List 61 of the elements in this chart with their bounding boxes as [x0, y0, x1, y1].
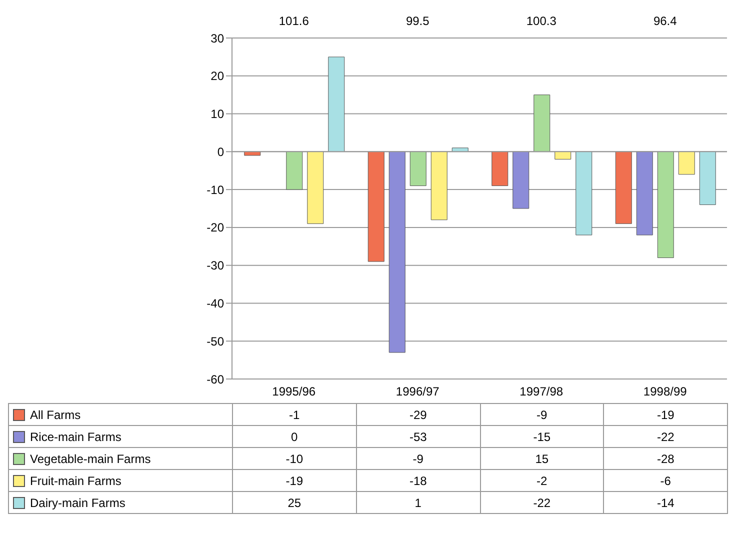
- data-label: -53: [356, 426, 480, 448]
- y-tick-label: 10: [210, 107, 224, 122]
- bar: [410, 151, 426, 186]
- data-label: 15: [480, 448, 604, 470]
- data-label: 1: [356, 492, 480, 514]
- data-label: -22: [604, 426, 728, 448]
- y-tick-label: 20: [210, 69, 224, 84]
- bar: [286, 151, 303, 190]
- bar: [554, 151, 572, 160]
- legend-label: Dairy-main Farms: [30, 496, 126, 510]
- text: 99.5: [404, 14, 430, 28]
- x-tick-label: 1997/98: [520, 384, 564, 399]
- legend-label: Fruit-main Farms: [30, 474, 122, 488]
- data-label: -10: [233, 448, 357, 470]
- data-label: -22: [480, 492, 604, 514]
- bar: [368, 151, 384, 262]
- y-tick-label: 0: [217, 144, 224, 159]
- text: 101.6: [278, 14, 310, 28]
- text: 100.3: [525, 14, 558, 28]
- y-tick-label: 30: [210, 31, 224, 46]
- data-label: -2: [480, 470, 604, 492]
- data-label: -9: [480, 404, 604, 426]
- bar: [615, 151, 632, 224]
- bar: [636, 151, 653, 236]
- bar: [512, 151, 530, 209]
- y-tick-label: -30: [206, 258, 224, 273]
- y-tick-label: -10: [206, 182, 224, 197]
- bar: [678, 151, 695, 175]
- data-label: 25: [233, 492, 357, 514]
- bar: [699, 151, 716, 205]
- legend-label: Vegetable-main Farms: [30, 452, 151, 466]
- y-tick-label: -50: [206, 334, 224, 348]
- legend-label: All Farms: [30, 408, 81, 422]
- bar: [576, 151, 592, 236]
- bar: [492, 151, 508, 186]
- text: 96.4: [652, 14, 678, 28]
- bar: [388, 151, 406, 353]
- data-label: -6: [604, 470, 728, 492]
- data-label: -19: [233, 470, 357, 492]
- x-tick-label: 1995/96: [272, 384, 316, 399]
- data-label: -18: [356, 470, 480, 492]
- data-label: -9: [356, 448, 480, 470]
- y-tick-label: -40: [206, 296, 224, 310]
- bar: [657, 151, 674, 258]
- data-label: -14: [604, 492, 728, 514]
- bar: [307, 151, 324, 224]
- x-tick-label: 1996/97: [396, 384, 440, 399]
- data-label: -29: [356, 404, 480, 426]
- data-label: -15: [480, 426, 604, 448]
- bar: [328, 56, 345, 152]
- y-tick-label: -60: [206, 372, 224, 386]
- bar: [534, 94, 550, 152]
- data-label: -1: [233, 404, 357, 426]
- legend-label: Rice-main Farms: [30, 430, 122, 444]
- data-label: -28: [604, 448, 728, 470]
- bar: [244, 151, 261, 156]
- y-tick-label: -20: [206, 220, 224, 235]
- bar: [430, 151, 448, 220]
- data-label: 0: [233, 426, 357, 448]
- x-tick-label: 1998/99: [643, 384, 688, 399]
- data-label: -19: [604, 404, 728, 426]
